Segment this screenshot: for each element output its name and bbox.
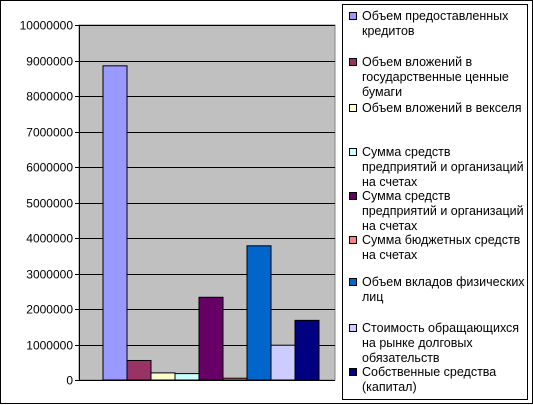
legend-label: Собственные средства (капитал) <box>362 365 497 394</box>
bar-series-9 <box>294 319 320 381</box>
legend-swatch <box>349 236 357 244</box>
legend-label: Объем предоставленных кредитов <box>362 9 509 38</box>
y-tick-label: 2000000 <box>26 303 73 317</box>
legend-swatch <box>349 192 357 200</box>
legend-label: Стоимость обращающихся на рынке долговых… <box>362 321 520 365</box>
legend-label: Объем вкладов физических лиц <box>362 275 525 304</box>
legend-swatch <box>349 324 357 332</box>
legend-label: Сумма бюджетных средств на счетах <box>362 233 521 262</box>
bar-series-5 <box>198 296 224 381</box>
y-tick-label: 4000000 <box>26 232 73 246</box>
y-tick-label: 5000000 <box>26 197 73 211</box>
legend: Объем предоставленных кредитов Объем влож… <box>342 4 528 400</box>
legend-swatch <box>349 278 357 286</box>
legend-label: Сумма средств предприятий и организаций … <box>362 145 524 189</box>
y-tick-label: 9000000 <box>26 55 73 69</box>
bar-series-8 <box>270 344 296 381</box>
legend-swatch <box>349 368 357 376</box>
legend-swatch <box>349 58 357 66</box>
legend-swatch <box>349 104 357 112</box>
y-tick-label: 0 <box>66 374 73 388</box>
legend-label: Сумма средств предприятий и организаций … <box>362 189 524 233</box>
bars <box>102 65 320 381</box>
bar-series-4 <box>174 373 200 381</box>
y-tick-label: 7000000 <box>26 126 73 140</box>
bar-series-6 <box>222 377 248 381</box>
bar-series-1 <box>102 65 128 381</box>
legend-label: Объем вложений в государственные ценные … <box>362 55 509 99</box>
legend-label: Объем вложений в векселя <box>362 101 522 115</box>
y-tick-label: 1000000 <box>26 339 73 353</box>
y-tick-label: 3000000 <box>26 268 73 282</box>
y-tick-label: 8000000 <box>26 90 73 104</box>
bar-series-2 <box>126 359 152 381</box>
bar-series-3 <box>150 372 176 381</box>
legend-swatch <box>349 148 357 156</box>
legend-swatch <box>349 12 357 20</box>
y-tick-label: 6000000 <box>26 161 73 175</box>
y-tick-label: 10000000 <box>20 19 74 33</box>
bar-series-7 <box>246 245 272 381</box>
y-axis-ticks: 0 1000000 2000000 3000000 4000000 5000000 6000… <box>20 19 79 388</box>
